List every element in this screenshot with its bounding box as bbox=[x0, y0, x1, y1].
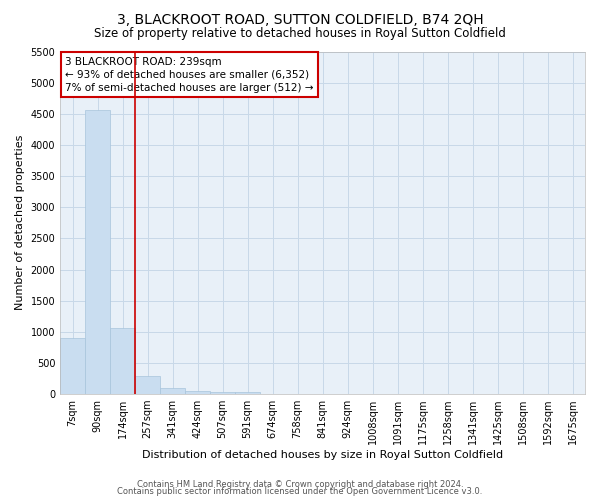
Bar bbox=[185, 390, 210, 394]
Bar bbox=[60, 338, 85, 394]
Bar bbox=[210, 392, 235, 394]
Text: Contains public sector information licensed under the Open Government Licence v3: Contains public sector information licen… bbox=[118, 487, 482, 496]
Y-axis label: Number of detached properties: Number of detached properties bbox=[15, 135, 25, 310]
X-axis label: Distribution of detached houses by size in Royal Sutton Coldfield: Distribution of detached houses by size … bbox=[142, 450, 503, 460]
Text: Size of property relative to detached houses in Royal Sutton Coldfield: Size of property relative to detached ho… bbox=[94, 28, 506, 40]
Text: Contains HM Land Registry data © Crown copyright and database right 2024.: Contains HM Land Registry data © Crown c… bbox=[137, 480, 463, 489]
Bar bbox=[110, 328, 135, 394]
Bar bbox=[235, 392, 260, 394]
Bar bbox=[135, 376, 160, 394]
Text: 3, BLACKROOT ROAD, SUTTON COLDFIELD, B74 2QH: 3, BLACKROOT ROAD, SUTTON COLDFIELD, B74… bbox=[116, 12, 484, 26]
Bar bbox=[160, 388, 185, 394]
Text: 3 BLACKROOT ROAD: 239sqm
← 93% of detached houses are smaller (6,352)
7% of semi: 3 BLACKROOT ROAD: 239sqm ← 93% of detach… bbox=[65, 56, 314, 93]
Bar bbox=[85, 110, 110, 394]
